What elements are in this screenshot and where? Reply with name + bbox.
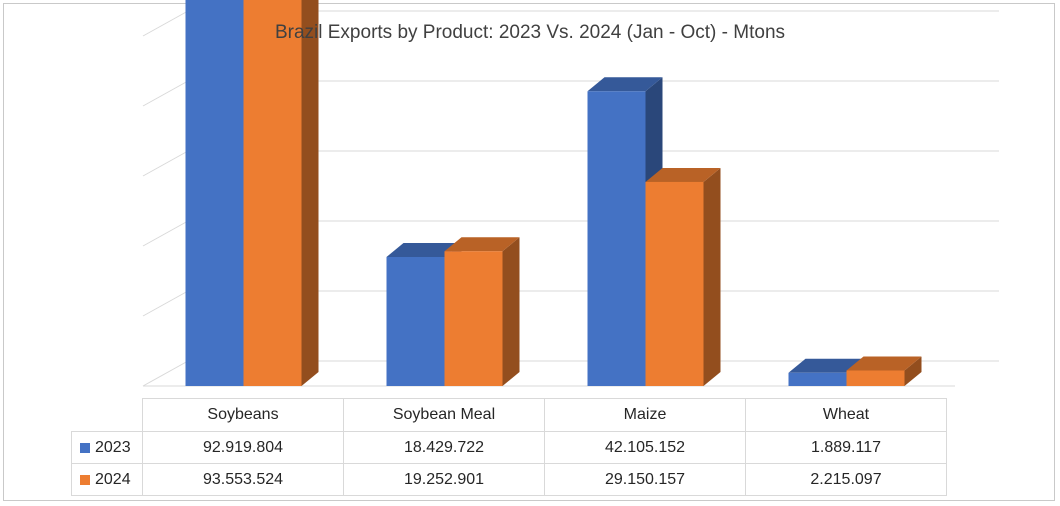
bar-2024 — [444, 251, 503, 386]
table-cell: 1.889.117 — [745, 431, 947, 464]
table-cell: 42.105.152 — [544, 431, 746, 464]
bar-side-2024 — [502, 237, 520, 386]
bar-top-2024 — [846, 356, 922, 371]
table-cell: 93.553.524 — [142, 463, 344, 496]
bar-top-2023 — [386, 242, 462, 257]
bar-2024 — [846, 370, 905, 386]
data-table: Soybeans Soybean Meal Maize Wheat 2023 9… — [71, 398, 947, 496]
legend-entry-2023: 2023 — [71, 431, 143, 464]
legend-label: 2024 — [95, 470, 131, 488]
bar-2024 — [645, 181, 704, 386]
table-cell: 92.919.804 — [142, 431, 344, 464]
category-label: Maize — [544, 398, 746, 432]
table-header-row: Soybeans Soybean Meal Maize Wheat — [71, 398, 947, 432]
bar-side-2024 — [301, 0, 319, 386]
legend-swatch-2024 — [80, 474, 90, 485]
side-wall-gridline — [142, 150, 189, 177]
bar-top-2024 — [645, 167, 721, 182]
bar-side-2024 — [904, 356, 922, 386]
bar-top-2023 — [587, 77, 663, 92]
bar-top-2024 — [444, 237, 520, 252]
bar-2023 — [788, 372, 847, 386]
category-label: Soybean Meal — [343, 398, 545, 432]
bar-2023 — [587, 91, 646, 386]
table-corner — [71, 398, 143, 432]
category-label: Soybeans — [142, 398, 344, 432]
category-label: Wheat — [745, 398, 947, 432]
table-row: 2023 92.919.804 18.429.722 42.105.152 1.… — [71, 431, 947, 464]
table-cell: 29.150.157 — [544, 463, 746, 496]
table-cell: 19.252.901 — [343, 463, 545, 496]
legend-entry-2024: 2024 — [71, 463, 143, 496]
side-wall-gridline — [142, 360, 189, 387]
side-wall-gridline — [142, 10, 189, 37]
bar-side-2024 — [703, 167, 721, 386]
side-wall-gridline — [142, 290, 189, 317]
chart-title: Brazil Exports by Product: 2023 Vs. 2024… — [274, 22, 786, 43]
table-row: 2024 93.553.524 19.252.901 29.150.157 2.… — [71, 463, 947, 496]
bar-2024 — [243, 0, 302, 387]
side-wall-gridline — [142, 80, 189, 107]
legend-swatch-2023 — [80, 442, 90, 453]
legend-label: 2023 — [95, 438, 131, 456]
bar-2023 — [185, 0, 244, 386]
table-cell: 18.429.722 — [343, 431, 545, 464]
side-wall-gridline — [142, 220, 189, 247]
table-cell: 2.215.097 — [745, 463, 947, 496]
bar-top-2023 — [788, 358, 864, 373]
bar-2023 — [386, 256, 445, 386]
